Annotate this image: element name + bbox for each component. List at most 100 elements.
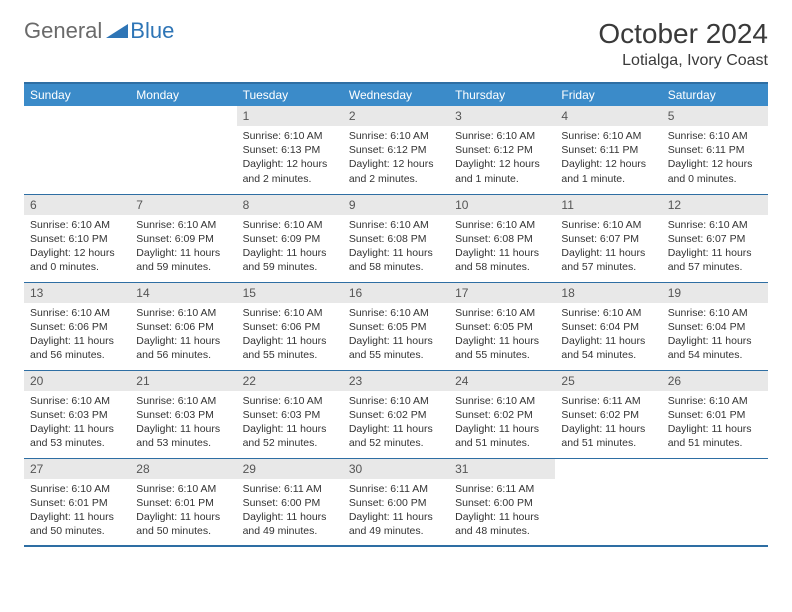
- calendar-cell: 4Sunrise: 6:10 AMSunset: 6:11 PMDaylight…: [555, 106, 661, 194]
- day-number: 16: [343, 283, 449, 303]
- weekday-header: Saturday: [662, 83, 768, 106]
- day-details: Sunrise: 6:10 AMSunset: 6:09 PMDaylight:…: [130, 215, 236, 281]
- day-details: Sunrise: 6:10 AMSunset: 6:10 PMDaylight:…: [24, 215, 130, 281]
- calendar-cell: 31Sunrise: 6:11 AMSunset: 6:00 PMDayligh…: [449, 458, 555, 546]
- day-details: Sunrise: 6:10 AMSunset: 6:02 PMDaylight:…: [343, 391, 449, 457]
- day-number: 21: [130, 371, 236, 391]
- day-number: 10: [449, 195, 555, 215]
- location: Lotialga, Ivory Coast: [598, 52, 768, 70]
- day-details: Sunrise: 6:10 AMSunset: 6:12 PMDaylight:…: [343, 126, 449, 192]
- day-number: 11: [555, 195, 661, 215]
- day-number: 22: [237, 371, 343, 391]
- day-number: 19: [662, 283, 768, 303]
- calendar-cell: 6Sunrise: 6:10 AMSunset: 6:10 PMDaylight…: [24, 194, 130, 282]
- day-details: Sunrise: 6:10 AMSunset: 6:12 PMDaylight:…: [449, 126, 555, 192]
- day-details: Sunrise: 6:11 AMSunset: 6:00 PMDaylight:…: [237, 479, 343, 545]
- calendar-cell: 10Sunrise: 6:10 AMSunset: 6:08 PMDayligh…: [449, 194, 555, 282]
- day-details: Sunrise: 6:10 AMSunset: 6:05 PMDaylight:…: [449, 303, 555, 369]
- day-details: Sunrise: 6:10 AMSunset: 6:01 PMDaylight:…: [24, 479, 130, 545]
- logo: General Blue: [24, 18, 174, 44]
- calendar-body: 1Sunrise: 6:10 AMSunset: 6:13 PMDaylight…: [24, 106, 768, 546]
- day-details: Sunrise: 6:10 AMSunset: 6:07 PMDaylight:…: [662, 215, 768, 281]
- calendar-head: SundayMondayTuesdayWednesdayThursdayFrid…: [24, 83, 768, 106]
- day-number: 23: [343, 371, 449, 391]
- calendar-cell: 26Sunrise: 6:10 AMSunset: 6:01 PMDayligh…: [662, 370, 768, 458]
- weekday-header: Friday: [555, 83, 661, 106]
- day-number: 8: [237, 195, 343, 215]
- day-number: 24: [449, 371, 555, 391]
- day-number: 26: [662, 371, 768, 391]
- logo-triangle-icon: [106, 20, 128, 43]
- calendar-cell: 7Sunrise: 6:10 AMSunset: 6:09 PMDaylight…: [130, 194, 236, 282]
- calendar-cell: 19Sunrise: 6:10 AMSunset: 6:04 PMDayligh…: [662, 282, 768, 370]
- calendar-row: 27Sunrise: 6:10 AMSunset: 6:01 PMDayligh…: [24, 458, 768, 546]
- calendar-cell: 23Sunrise: 6:10 AMSunset: 6:02 PMDayligh…: [343, 370, 449, 458]
- calendar-cell: 8Sunrise: 6:10 AMSunset: 6:09 PMDaylight…: [237, 194, 343, 282]
- month-title: October 2024: [598, 18, 768, 50]
- calendar-cell: 24Sunrise: 6:10 AMSunset: 6:02 PMDayligh…: [449, 370, 555, 458]
- calendar-cell: 12Sunrise: 6:10 AMSunset: 6:07 PMDayligh…: [662, 194, 768, 282]
- day-number: 2: [343, 106, 449, 126]
- day-number: 30: [343, 459, 449, 479]
- weekday-header: Thursday: [449, 83, 555, 106]
- day-details: Sunrise: 6:11 AMSunset: 6:00 PMDaylight:…: [343, 479, 449, 545]
- day-details: Sunrise: 6:10 AMSunset: 6:09 PMDaylight:…: [237, 215, 343, 281]
- day-number: 13: [24, 283, 130, 303]
- day-number: 20: [24, 371, 130, 391]
- calendar-cell: 27Sunrise: 6:10 AMSunset: 6:01 PMDayligh…: [24, 458, 130, 546]
- calendar-row: 1Sunrise: 6:10 AMSunset: 6:13 PMDaylight…: [24, 106, 768, 194]
- weekday-header: Sunday: [24, 83, 130, 106]
- day-details: Sunrise: 6:10 AMSunset: 6:04 PMDaylight:…: [662, 303, 768, 369]
- day-number: 12: [662, 195, 768, 215]
- day-details: Sunrise: 6:10 AMSunset: 6:01 PMDaylight:…: [130, 479, 236, 545]
- weekday-header: Wednesday: [343, 83, 449, 106]
- calendar-cell: 22Sunrise: 6:10 AMSunset: 6:03 PMDayligh…: [237, 370, 343, 458]
- calendar-row: 13Sunrise: 6:10 AMSunset: 6:06 PMDayligh…: [24, 282, 768, 370]
- logo-text-blue: Blue: [130, 18, 174, 44]
- calendar-cell: [24, 106, 130, 194]
- day-details: Sunrise: 6:10 AMSunset: 6:02 PMDaylight:…: [449, 391, 555, 457]
- logo-text-general: General: [24, 18, 102, 44]
- calendar-cell: 2Sunrise: 6:10 AMSunset: 6:12 PMDaylight…: [343, 106, 449, 194]
- day-details: Sunrise: 6:10 AMSunset: 6:03 PMDaylight:…: [24, 391, 130, 457]
- title-block: October 2024 Lotialga, Ivory Coast: [598, 18, 768, 70]
- calendar-cell: 16Sunrise: 6:10 AMSunset: 6:05 PMDayligh…: [343, 282, 449, 370]
- day-number: 15: [237, 283, 343, 303]
- day-details: Sunrise: 6:10 AMSunset: 6:08 PMDaylight:…: [343, 215, 449, 281]
- day-number: 1: [237, 106, 343, 126]
- day-number: 18: [555, 283, 661, 303]
- weekday-header: Monday: [130, 83, 236, 106]
- calendar-cell: 14Sunrise: 6:10 AMSunset: 6:06 PMDayligh…: [130, 282, 236, 370]
- day-number: 9: [343, 195, 449, 215]
- day-number: 3: [449, 106, 555, 126]
- day-number: 6: [24, 195, 130, 215]
- day-number: 17: [449, 283, 555, 303]
- day-details: Sunrise: 6:10 AMSunset: 6:04 PMDaylight:…: [555, 303, 661, 369]
- calendar-cell: 17Sunrise: 6:10 AMSunset: 6:05 PMDayligh…: [449, 282, 555, 370]
- day-number: 7: [130, 195, 236, 215]
- calendar-cell: 20Sunrise: 6:10 AMSunset: 6:03 PMDayligh…: [24, 370, 130, 458]
- day-details: Sunrise: 6:10 AMSunset: 6:13 PMDaylight:…: [237, 126, 343, 192]
- calendar-row: 6Sunrise: 6:10 AMSunset: 6:10 PMDaylight…: [24, 194, 768, 282]
- day-number: 14: [130, 283, 236, 303]
- calendar-cell: 30Sunrise: 6:11 AMSunset: 6:00 PMDayligh…: [343, 458, 449, 546]
- calendar-table: SundayMondayTuesdayWednesdayThursdayFrid…: [24, 82, 768, 547]
- day-details: Sunrise: 6:10 AMSunset: 6:03 PMDaylight:…: [237, 391, 343, 457]
- calendar-cell: 25Sunrise: 6:11 AMSunset: 6:02 PMDayligh…: [555, 370, 661, 458]
- day-number: 5: [662, 106, 768, 126]
- day-details: Sunrise: 6:11 AMSunset: 6:02 PMDaylight:…: [555, 391, 661, 457]
- day-details: Sunrise: 6:10 AMSunset: 6:07 PMDaylight:…: [555, 215, 661, 281]
- calendar-cell: 29Sunrise: 6:11 AMSunset: 6:00 PMDayligh…: [237, 458, 343, 546]
- day-details: Sunrise: 6:11 AMSunset: 6:00 PMDaylight:…: [449, 479, 555, 545]
- day-details: Sunrise: 6:10 AMSunset: 6:06 PMDaylight:…: [130, 303, 236, 369]
- calendar-cell: 13Sunrise: 6:10 AMSunset: 6:06 PMDayligh…: [24, 282, 130, 370]
- day-number: 25: [555, 371, 661, 391]
- weekday-header: Tuesday: [237, 83, 343, 106]
- calendar-cell: 28Sunrise: 6:10 AMSunset: 6:01 PMDayligh…: [130, 458, 236, 546]
- header: General Blue October 2024 Lotialga, Ivor…: [24, 18, 768, 70]
- day-details: Sunrise: 6:10 AMSunset: 6:03 PMDaylight:…: [130, 391, 236, 457]
- calendar-cell: [662, 458, 768, 546]
- calendar-cell: 21Sunrise: 6:10 AMSunset: 6:03 PMDayligh…: [130, 370, 236, 458]
- day-details: Sunrise: 6:10 AMSunset: 6:11 PMDaylight:…: [555, 126, 661, 192]
- calendar-cell: 15Sunrise: 6:10 AMSunset: 6:06 PMDayligh…: [237, 282, 343, 370]
